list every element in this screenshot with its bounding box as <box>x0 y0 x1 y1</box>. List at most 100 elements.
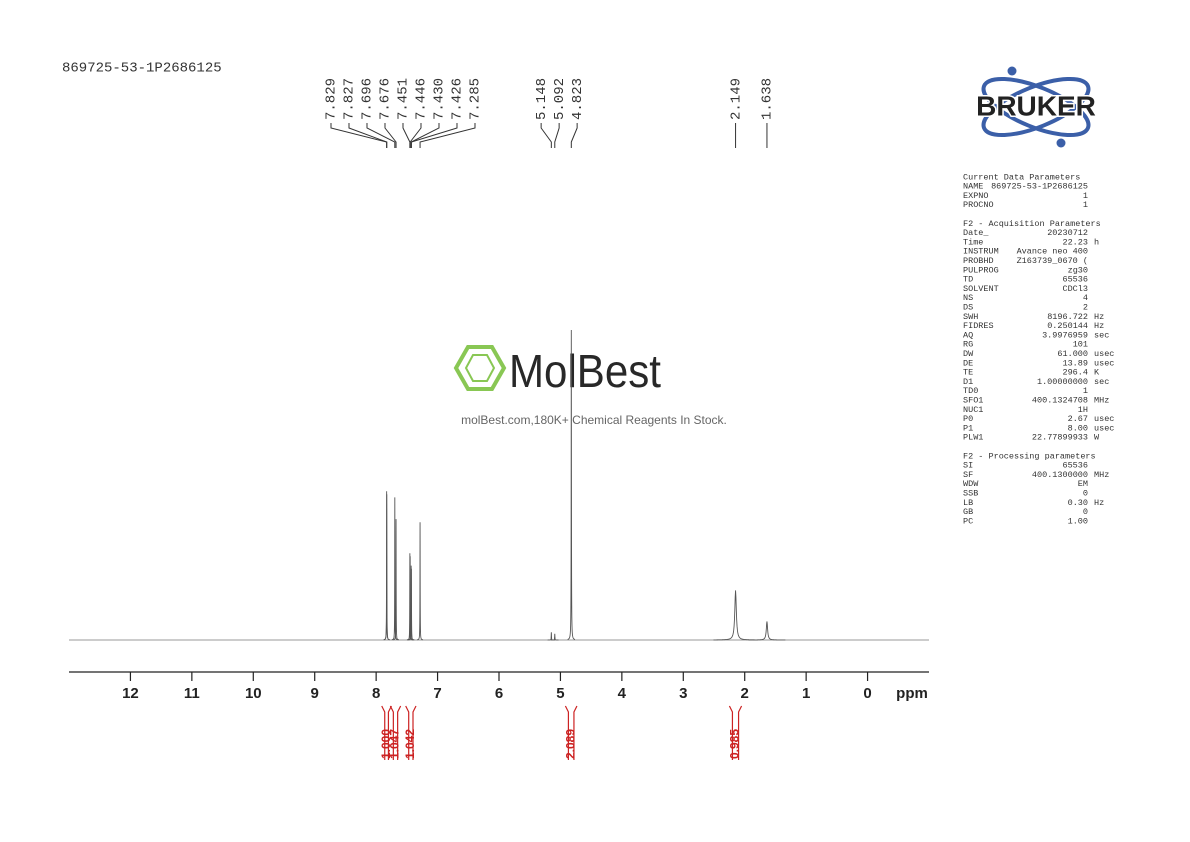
x-tick-label: 11 <box>184 685 200 702</box>
param-name: SSB <box>963 488 978 498</box>
peak-label: 1.638 <box>760 78 776 120</box>
x-tick-label: 4 <box>618 685 627 702</box>
param-value: 0 <box>1083 488 1088 498</box>
param-value: 13.89 <box>1062 358 1088 368</box>
param-value: 1H <box>1078 405 1088 415</box>
peak-label: 7.430 <box>432 78 448 120</box>
param-name: FIDRES <box>963 321 994 331</box>
x-axis-label: ppm <box>896 685 928 702</box>
peak-connector <box>348 123 388 148</box>
param-unit: sec <box>1094 377 1109 387</box>
param-name: TE <box>963 368 973 378</box>
peak-connector <box>554 123 560 148</box>
logo-dot <box>1007 66 1017 76</box>
x-tick-label: 12 <box>122 685 139 702</box>
param-unit: W <box>1094 433 1100 443</box>
integral-label: 1.042 <box>403 729 417 759</box>
x-tick-label: 0 <box>863 685 871 702</box>
param-value: 8196.722 <box>1047 312 1088 322</box>
param-value: 101 <box>1073 340 1088 350</box>
param-value: 65536 <box>1062 461 1088 471</box>
param-name: PLW1 <box>963 433 983 443</box>
param-name: P0 <box>963 414 973 424</box>
param-unit: MHz <box>1094 470 1109 480</box>
param-value: 1 <box>1083 386 1088 396</box>
peak-label: 7.451 <box>396 78 412 120</box>
peak-connector <box>540 123 552 148</box>
integral-label: 0.985 <box>728 729 742 759</box>
param-name: GB <box>963 507 973 517</box>
param-value: 0.30 <box>1068 498 1088 508</box>
param-name: PROBHD <box>963 256 994 266</box>
param-value: 22.23 <box>1062 237 1088 247</box>
watermark: MolBest molBest.com,180K+ Chemical Reage… <box>453 345 727 427</box>
logo-orbit <box>981 77 1091 137</box>
peak <box>408 568 415 641</box>
peak <box>393 519 400 641</box>
param-name: WDW <box>963 479 979 489</box>
param-unit: MHz <box>1094 395 1109 405</box>
param-name: SF <box>963 470 973 480</box>
param-name: SFO1 <box>963 395 983 405</box>
x-tick-label: 3 <box>679 685 687 702</box>
param-value: 1.00 <box>1068 516 1088 526</box>
param-name: NAME <box>963 182 983 192</box>
param-unit: usec <box>1094 423 1114 433</box>
peak-connector <box>409 123 422 148</box>
peak-connector <box>384 123 397 148</box>
param-value: 0.250144 <box>1047 321 1088 331</box>
section-title: Current Data Parameters <box>963 172 1080 182</box>
integral-bracket <box>389 705 402 760</box>
sample-title: 869725-53-1P2686125 <box>62 61 222 77</box>
param-unit: usec <box>1094 414 1114 424</box>
peak-label: 7.446 <box>414 78 430 120</box>
x-tick-label: 2 <box>741 685 749 702</box>
peak <box>748 621 786 641</box>
param-name: D1 <box>963 377 973 387</box>
param-name: LB <box>963 498 973 508</box>
peak-label: 7.676 <box>378 78 394 120</box>
param-value: 8.00 <box>1068 423 1088 433</box>
integral-label: 1.000 <box>379 729 393 759</box>
param-value: Z163739_0670 ( <box>1017 256 1088 266</box>
param-name: EXPNO <box>963 191 989 201</box>
param-name: SWH <box>963 312 978 322</box>
param-unit: sec <box>1094 330 1109 340</box>
param-value: 65536 <box>1062 275 1088 285</box>
param-name: PULPROG <box>963 265 999 275</box>
param-value: 1.00000000 <box>1037 377 1088 387</box>
x-tick-label: 8 <box>372 685 380 702</box>
x-tick-label: 6 <box>495 685 503 702</box>
x-tick-label: 1 <box>802 685 810 702</box>
param-value: CDCl3 <box>1062 284 1088 294</box>
integral-bracket <box>381 705 392 760</box>
param-value: 400.1300000 <box>1032 470 1088 480</box>
logo-orbit <box>981 77 1091 137</box>
peak-connector <box>419 123 476 148</box>
param-name: NUC1 <box>963 405 983 415</box>
param-name: INSTRUM <box>963 247 999 257</box>
param-name: RG <box>963 340 973 350</box>
param-value: 22.77899933 <box>1032 433 1088 443</box>
param-name: NS <box>963 293 973 303</box>
param-name: Time <box>963 237 983 247</box>
peak-connector <box>410 123 458 148</box>
param-name: PROCNO <box>963 200 994 210</box>
logo-text: BRUKER <box>976 90 1096 121</box>
param-value: 400.1324708 <box>1032 395 1088 405</box>
param-value: Avance neo 400 <box>1017 247 1088 257</box>
param-name: SOLVENT <box>963 284 999 294</box>
param-name: DE <box>963 358 973 368</box>
integral-label: 1.047 <box>388 729 402 759</box>
peak <box>567 329 576 640</box>
peak-label: 7.426 <box>450 78 466 120</box>
watermark-tagline: molBest.com,180K+ Chemical Reagents In S… <box>461 413 727 427</box>
param-unit: Hz <box>1094 321 1104 331</box>
param-name: DS <box>963 302 973 312</box>
watermark-hexagon <box>464 354 496 382</box>
peak-label: 4.823 <box>570 78 586 120</box>
